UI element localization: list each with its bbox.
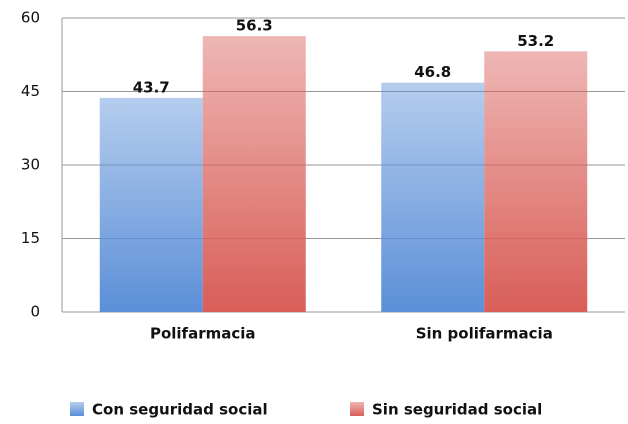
y-tick-label: 30 xyxy=(21,156,40,174)
data-label: 53.2 xyxy=(517,32,554,50)
legend-swatch xyxy=(350,402,364,416)
y-tick-label: 15 xyxy=(21,229,40,247)
data-label: 43.7 xyxy=(133,78,170,96)
legend-label: Con seguridad social xyxy=(92,401,268,419)
y-tick-label: 0 xyxy=(30,303,40,321)
bar xyxy=(484,51,588,312)
bar xyxy=(99,97,203,313)
legend-label: Sin seguridad social xyxy=(372,401,542,419)
data-label: 46.8 xyxy=(414,63,451,81)
bar xyxy=(202,36,306,312)
y-tick-label: 45 xyxy=(21,82,40,100)
legend-swatch xyxy=(70,402,84,416)
y-tick-label: 60 xyxy=(21,9,40,27)
bar xyxy=(381,82,485,313)
x-tick-label: Polifarmacia xyxy=(150,325,256,343)
x-tick-label: Sin polifarmacia xyxy=(416,325,553,343)
data-label: 56.3 xyxy=(236,17,273,35)
